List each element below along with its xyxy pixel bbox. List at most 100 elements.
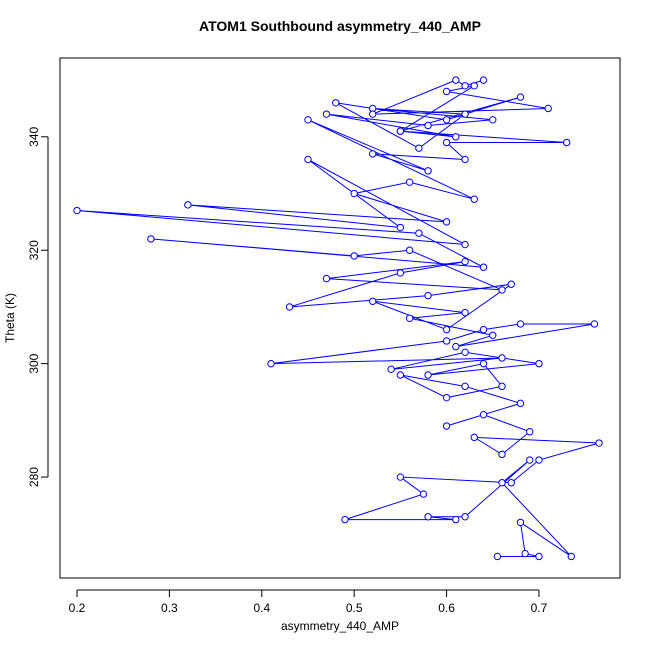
data-point xyxy=(498,382,506,391)
x-tick-label: 0.2 xyxy=(69,601,86,615)
data-point xyxy=(184,201,192,209)
x-tick-label: 0.4 xyxy=(253,601,270,615)
data-point xyxy=(415,144,423,152)
data-point xyxy=(521,549,529,558)
data-point xyxy=(442,325,451,334)
data-point xyxy=(567,552,576,561)
data-point xyxy=(405,314,414,322)
data-point xyxy=(461,240,469,249)
data-point xyxy=(350,189,358,198)
y-tick-label: 320 xyxy=(27,240,41,260)
data-point xyxy=(489,116,497,124)
data-point xyxy=(470,82,478,90)
data-point xyxy=(396,269,405,277)
data-point xyxy=(479,359,488,368)
data-point xyxy=(479,76,488,84)
data-point xyxy=(493,552,502,561)
data-point xyxy=(516,399,525,408)
data-point xyxy=(368,110,377,118)
data-point xyxy=(73,206,81,215)
data-point xyxy=(442,116,451,124)
data-point xyxy=(526,427,534,436)
data-point xyxy=(595,439,603,447)
data-point xyxy=(452,342,460,351)
x-tick-label: 0.5 xyxy=(346,601,363,615)
data-point xyxy=(461,382,469,391)
data-point xyxy=(285,303,294,311)
data-point xyxy=(452,76,460,84)
x-tick-label: 0.7 xyxy=(531,601,548,615)
data-point xyxy=(535,456,543,464)
data-point xyxy=(368,150,377,158)
data-point xyxy=(470,195,478,203)
data-point xyxy=(544,104,552,113)
y-tick-label: 280 xyxy=(27,467,41,487)
data-point xyxy=(322,110,331,118)
data-point xyxy=(396,127,405,135)
x-axis-label: asymmetry_440_AMP xyxy=(281,619,399,633)
data-point xyxy=(267,359,275,368)
x-tick-label: 0.3 xyxy=(161,601,178,615)
data-point xyxy=(350,252,358,260)
data-point xyxy=(405,178,414,186)
data-point xyxy=(147,235,155,243)
data-point xyxy=(424,167,432,175)
data-point xyxy=(461,513,469,521)
data-point xyxy=(452,133,460,141)
data-point xyxy=(341,515,349,524)
y-axis-label: Theta (K) xyxy=(3,293,17,343)
data-point xyxy=(516,518,525,527)
data-point xyxy=(424,291,432,300)
data-point xyxy=(368,297,377,305)
data-point xyxy=(461,257,469,266)
data-point xyxy=(516,93,525,101)
data-point xyxy=(322,274,331,283)
data-point xyxy=(562,138,571,147)
data-point xyxy=(498,450,506,459)
data-point xyxy=(396,371,405,379)
data-point xyxy=(405,246,414,254)
y-tick-label: 300 xyxy=(27,353,41,373)
plot-frame xyxy=(59,57,621,579)
data-point xyxy=(498,354,506,362)
data-point xyxy=(424,371,432,379)
data-point xyxy=(507,280,515,288)
data-point xyxy=(461,348,469,357)
data-point xyxy=(442,393,451,402)
data-point xyxy=(442,218,451,226)
data-line xyxy=(76,79,600,557)
data-point xyxy=(415,229,423,237)
data-point xyxy=(304,116,312,124)
data-point xyxy=(470,433,478,442)
data-point xyxy=(424,121,432,130)
data-point xyxy=(498,479,506,487)
data-point xyxy=(507,479,515,487)
data-point xyxy=(387,365,395,374)
data-point xyxy=(461,110,469,118)
data-point xyxy=(419,490,428,498)
data-point xyxy=(479,263,488,271)
data-point xyxy=(590,320,599,328)
x-tick-label: 0.6 xyxy=(438,601,455,615)
data-point xyxy=(442,138,451,147)
data-point xyxy=(396,473,405,481)
data-point xyxy=(442,87,451,96)
data-point xyxy=(461,308,469,317)
data-point xyxy=(498,286,506,294)
data-point xyxy=(461,82,469,90)
data-point xyxy=(304,155,312,164)
data-point xyxy=(479,410,488,419)
data-point xyxy=(461,155,469,164)
data-point xyxy=(479,325,488,334)
data-point xyxy=(442,337,451,345)
data-point xyxy=(535,552,543,561)
y-tick-label: 340 xyxy=(27,126,41,146)
data-point xyxy=(396,223,405,232)
data-point xyxy=(526,456,534,464)
data-point xyxy=(332,99,340,107)
data-point xyxy=(516,320,525,328)
data-point xyxy=(424,513,432,521)
data-point xyxy=(535,359,543,368)
